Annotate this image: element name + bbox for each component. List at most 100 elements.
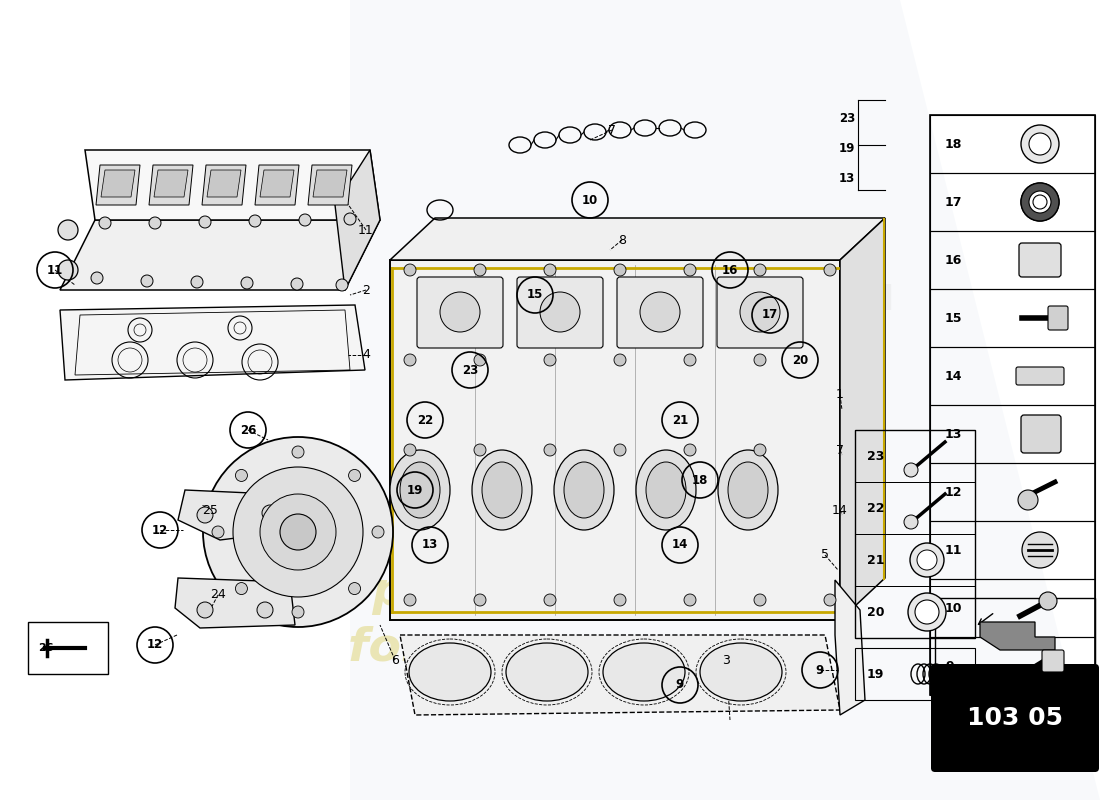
Circle shape (684, 354, 696, 366)
Text: 6: 6 (392, 654, 399, 666)
Circle shape (1028, 191, 1050, 213)
Polygon shape (178, 490, 300, 540)
Circle shape (474, 444, 486, 456)
Polygon shape (60, 220, 380, 290)
Circle shape (404, 354, 416, 366)
Polygon shape (175, 578, 295, 628)
Text: 9: 9 (945, 659, 954, 673)
Ellipse shape (554, 450, 614, 530)
Polygon shape (314, 170, 346, 197)
Bar (930, 115, 1094, 173)
Bar (930, 289, 1094, 347)
Text: 11: 11 (47, 263, 63, 277)
FancyBboxPatch shape (1048, 306, 1068, 330)
Circle shape (684, 594, 696, 606)
Circle shape (372, 526, 384, 538)
Text: 23: 23 (838, 111, 855, 125)
Text: 8: 8 (618, 234, 626, 246)
Circle shape (740, 292, 780, 332)
Circle shape (1033, 195, 1047, 209)
Bar (855, 534, 975, 586)
Circle shape (1021, 125, 1059, 163)
Circle shape (292, 606, 304, 618)
Circle shape (684, 264, 696, 276)
Circle shape (260, 494, 336, 570)
Text: 15: 15 (945, 311, 962, 325)
Polygon shape (101, 170, 135, 197)
Text: 13: 13 (945, 427, 962, 441)
Text: 23: 23 (867, 450, 884, 462)
Circle shape (754, 594, 766, 606)
FancyBboxPatch shape (717, 277, 803, 348)
Text: 9: 9 (816, 663, 824, 677)
Circle shape (754, 264, 766, 276)
Text: 16: 16 (945, 254, 962, 266)
Text: 24: 24 (210, 589, 225, 602)
Circle shape (1028, 133, 1050, 155)
Text: 21: 21 (672, 414, 689, 426)
Polygon shape (255, 165, 299, 205)
Circle shape (212, 526, 224, 538)
Bar (930, 579, 1094, 637)
Text: 19: 19 (838, 142, 855, 154)
Circle shape (235, 582, 248, 594)
Circle shape (540, 292, 580, 332)
Bar (930, 637, 1094, 695)
Circle shape (197, 602, 213, 618)
Circle shape (614, 354, 626, 366)
Circle shape (1021, 183, 1059, 221)
Text: 13: 13 (422, 538, 438, 551)
Circle shape (197, 507, 213, 523)
Circle shape (915, 600, 939, 624)
Polygon shape (400, 635, 840, 715)
Circle shape (910, 543, 944, 577)
Text: 26: 26 (39, 643, 54, 653)
Text: 12: 12 (152, 523, 168, 537)
Text: 19: 19 (867, 667, 884, 681)
Circle shape (614, 264, 626, 276)
Circle shape (257, 602, 273, 618)
Bar (930, 231, 1094, 289)
Text: 19: 19 (407, 483, 424, 497)
Circle shape (904, 515, 918, 529)
Bar (930, 521, 1094, 579)
Bar (855, 586, 975, 638)
Text: 7: 7 (608, 123, 616, 137)
Circle shape (141, 275, 153, 287)
Text: 1: 1 (836, 389, 844, 402)
Circle shape (474, 354, 486, 366)
Circle shape (640, 292, 680, 332)
Circle shape (404, 264, 416, 276)
FancyBboxPatch shape (1016, 367, 1064, 385)
Ellipse shape (636, 450, 696, 530)
Text: 4: 4 (362, 349, 370, 362)
Circle shape (544, 594, 556, 606)
Text: 13: 13 (838, 171, 855, 185)
Circle shape (99, 217, 111, 229)
Circle shape (344, 213, 356, 225)
Polygon shape (980, 622, 1055, 650)
Bar (930, 405, 1094, 463)
Ellipse shape (472, 450, 532, 530)
Circle shape (91, 272, 103, 284)
Circle shape (1021, 183, 1059, 221)
Circle shape (336, 279, 348, 291)
FancyBboxPatch shape (1021, 415, 1062, 453)
Circle shape (904, 463, 918, 477)
Text: 3: 3 (722, 654, 730, 666)
Ellipse shape (482, 462, 522, 518)
Polygon shape (308, 165, 352, 205)
Circle shape (544, 444, 556, 456)
Text: 7: 7 (836, 443, 844, 457)
Circle shape (235, 470, 248, 482)
Circle shape (349, 582, 361, 594)
Circle shape (191, 276, 204, 288)
Text: 17: 17 (762, 309, 778, 322)
Bar (28, 622, 108, 674)
Circle shape (824, 594, 836, 606)
Text: 14: 14 (832, 503, 848, 517)
Text: 11: 11 (359, 223, 374, 237)
Polygon shape (60, 305, 365, 380)
Ellipse shape (409, 643, 491, 701)
Text: 18: 18 (945, 138, 962, 150)
